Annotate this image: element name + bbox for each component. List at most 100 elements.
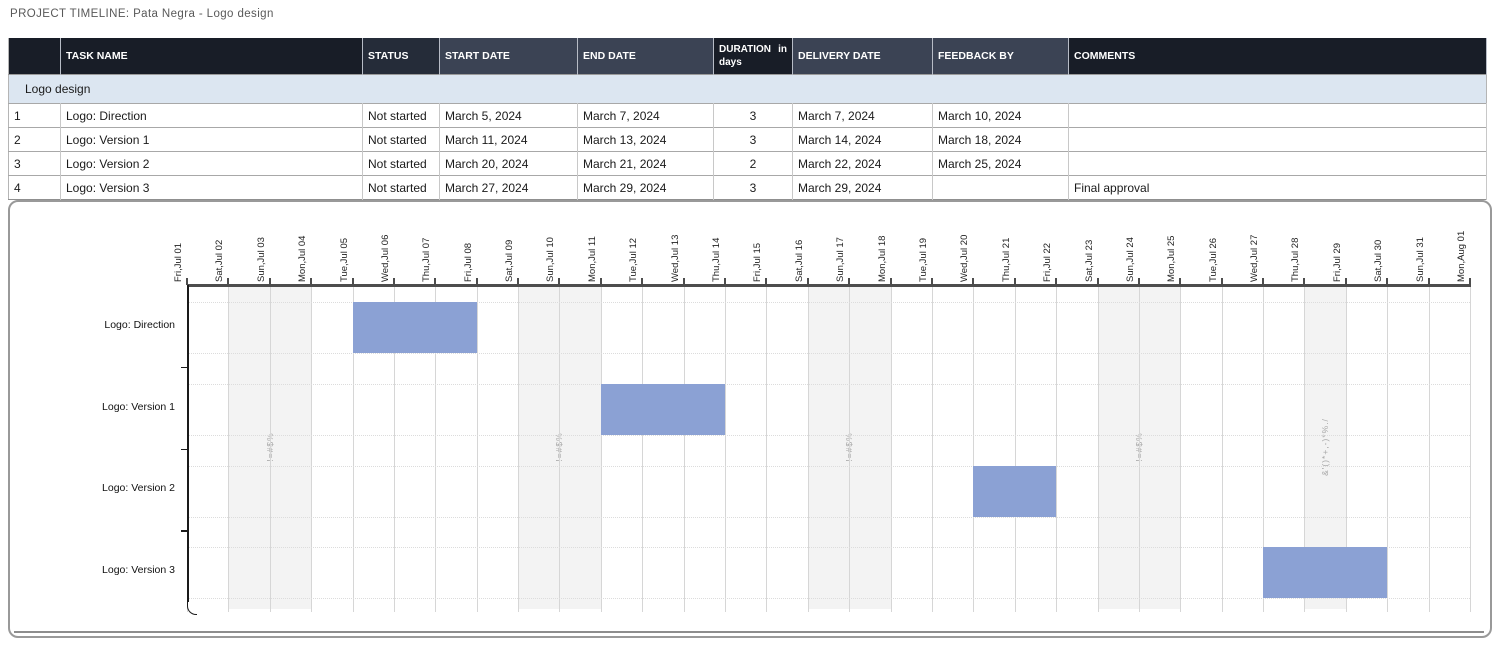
gantt-vertical-gridline [269,286,271,612]
gantt-date-label-text: Tue,Jul 19 [917,237,929,282]
gantt-vertical-gridline [518,286,520,612]
weekend-band [807,286,891,609]
cell-feedback-by[interactable]: March 10, 2024 [932,103,1069,128]
cell-duration[interactable]: 3 [713,127,793,152]
gantt-top-axis [187,284,1471,287]
cell-feedback-by[interactable]: March 25, 2024 [932,151,1069,176]
gantt-date-label: Mon,Jul 18 [877,214,899,282]
cell-end-date[interactable]: March 29, 2024 [577,175,714,200]
cell-feedback-by[interactable]: March 18, 2024 [932,127,1069,152]
gantt-date-label-text: Mon,Jul 25 [1166,235,1178,282]
cell-rownum[interactable]: 1 [8,103,61,128]
gantt-vertical-gridline [849,286,851,612]
cell-comments[interactable] [1068,103,1487,128]
task-row: 2 Logo: Version 1 Not started March 11, 202… [8,127,1487,152]
weekend-band [228,286,312,609]
gantt-date-label-text: Sun,Jul 24 [1124,237,1136,282]
cell-rownum[interactable]: 2 [8,127,61,152]
gantt-date-label: Thu,Jul 21 [1001,214,1023,282]
cell-task-name[interactable]: Logo: Version 3 [60,175,363,200]
gantt-axis-tick [1386,278,1389,285]
gantt-vertical-gridline [311,286,313,612]
column-header-end-date[interactable]: END DATE [577,38,714,75]
gantt-axis-tick [392,278,395,285]
gantt-vertical-gridline [1387,286,1389,612]
column-header-rownum[interactable] [8,38,61,75]
column-header-delivery-date[interactable]: DELIVERY DATE [792,38,933,75]
cell-task-name[interactable]: Logo: Direction [60,103,363,128]
cell-comments[interactable] [1068,127,1487,152]
gantt-vertical-gridline [683,286,685,612]
weekend-watermark-text: &'()*+,-)*%./ [1320,418,1331,476]
gantt-vertical-gridline [600,286,602,612]
gantt-vertical-gridline [1345,286,1347,612]
gantt-date-label-text: Wed,Jul 20 [959,234,971,282]
column-header-start-date[interactable]: START DATE [439,38,578,75]
cell-start-date[interactable]: March 20, 2024 [439,151,578,176]
cell-status[interactable]: Not started [362,127,440,152]
gantt-date-label: Tue,Jul 26 [1208,214,1230,282]
cell-delivery-date[interactable]: March 7, 2024 [792,103,933,128]
section-label[interactable]: Logo design [8,74,1487,104]
gantt-vertical-gridline [1470,286,1471,612]
cell-task-name[interactable]: Logo: Version 2 [60,151,363,176]
cell-comments[interactable]: Final approval [1068,175,1487,200]
cell-duration[interactable]: 3 [713,103,793,128]
gantt-task-bar[interactable] [352,302,477,353]
gantt-axis-tick [1013,278,1016,285]
cell-comments[interactable] [1068,151,1487,176]
gantt-date-label-text: Thu,Jul 14 [711,237,723,282]
gantt-axis-tick [475,278,478,285]
cell-rownum[interactable]: 4 [8,175,61,200]
cell-rownum[interactable]: 3 [8,151,61,176]
gantt-date-label-text: Tue,Jul 05 [338,237,350,282]
gantt-axis-tick [1137,278,1140,285]
gantt-vertical-gridline [1056,286,1058,612]
gantt-task-bar[interactable] [973,465,1057,517]
cell-start-date[interactable]: March 11, 2024 [439,127,578,152]
column-header-duration[interactable]: DURATION in days [713,38,793,75]
cell-duration[interactable]: 3 [713,175,793,200]
cell-delivery-date[interactable]: March 22, 2024 [792,151,933,176]
column-header-status[interactable]: STATUS [362,38,440,75]
gantt-date-label: Thu,Jul 07 [421,214,443,282]
cell-start-date[interactable]: March 5, 2024 [439,103,578,128]
gantt-axis-tick [1469,278,1471,285]
cell-end-date[interactable]: March 7, 2024 [577,103,714,128]
gantt-date-label: Sun,Jul 24 [1125,214,1147,282]
gantt-date-label: Sat,Jul 23 [1084,214,1106,282]
gantt-axis-tick [641,278,644,285]
cell-feedback-by[interactable] [932,175,1069,200]
gantt-date-label: Mon,Jul 25 [1166,214,1188,282]
gantt-y-axis-tick [181,530,187,532]
gantt-vertical-gridline [393,286,395,612]
gantt-task-bar[interactable] [1263,547,1388,599]
gantt-axis-tick [1179,278,1182,285]
gantt-date-label: Fri,Jul 29 [1332,214,1354,282]
cell-task-name[interactable]: Logo: Version 1 [60,127,363,152]
gantt-horizontal-gridline [188,516,1470,518]
section-row[interactable]: Logo design [8,74,1487,104]
gantt-vertical-gridline [1097,286,1099,612]
gantt-horizontal-gridline [188,353,1470,354]
gantt-task-bar[interactable] [600,383,726,435]
gantt-axis-tick [682,278,685,285]
gantt-vertical-gridline [1180,286,1182,612]
cell-end-date[interactable]: March 21, 2024 [577,151,714,176]
cell-status[interactable]: Not started [362,175,440,200]
column-header-task-name[interactable]: TASK NAME [60,38,363,75]
cell-start-date[interactable]: March 27, 2024 [439,175,578,200]
gantt-vertical-gridline [931,286,933,612]
column-header-feedback-by[interactable]: FEEDBACK BY [932,38,1069,75]
cell-status[interactable]: Not started [362,151,440,176]
gantt-date-label-text: Mon,Jul 11 [586,236,598,282]
task-row: 3 Logo: Version 2 Not started March 20, 202… [8,151,1487,176]
cell-end-date[interactable]: March 13, 2024 [577,127,714,152]
cell-delivery-date[interactable]: March 29, 2024 [792,175,933,200]
cell-status[interactable]: Not started [362,103,440,128]
cell-duration[interactable]: 2 [713,151,793,176]
cell-delivery-date[interactable]: March 14, 2024 [792,127,933,152]
column-header-comments[interactable]: COMMENTS [1068,38,1487,75]
gantt-axis-tick [599,278,602,285]
